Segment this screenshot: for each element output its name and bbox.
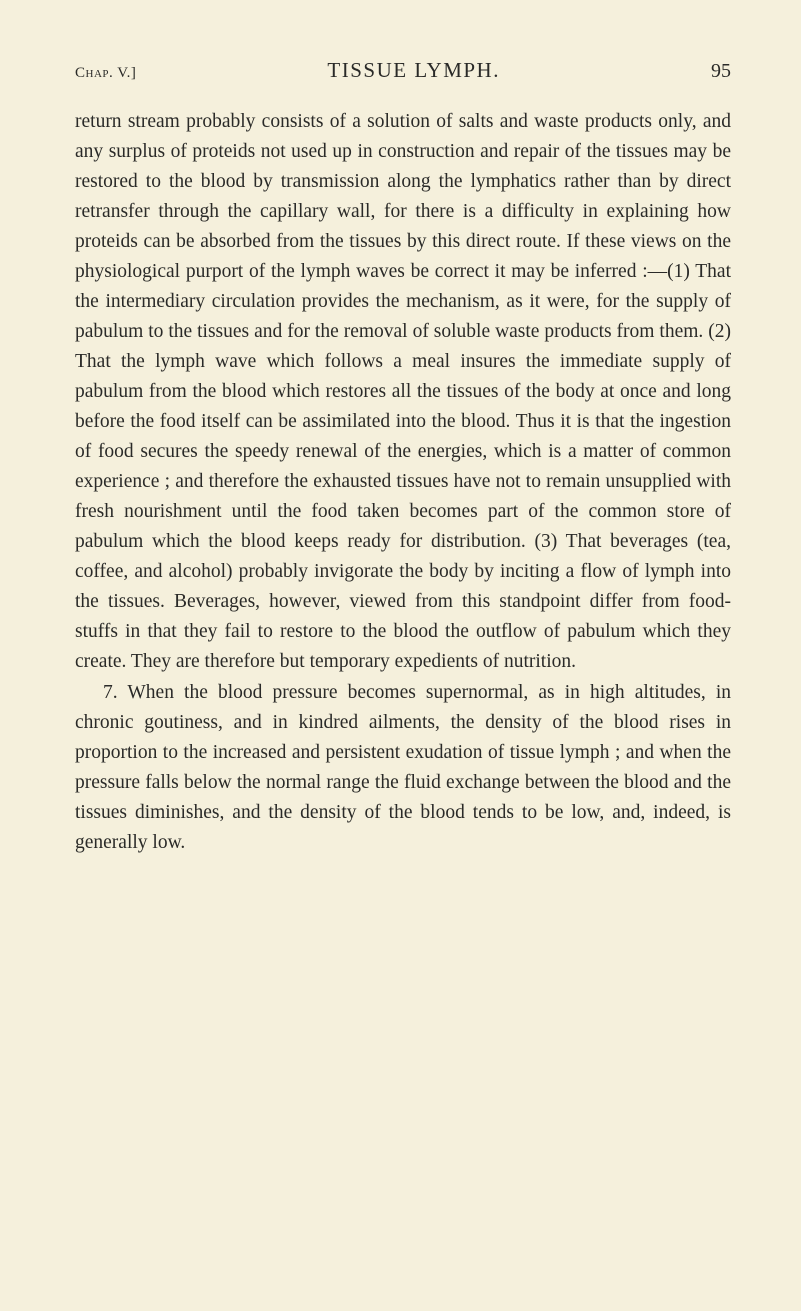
body-paragraph-2: 7. When the blood pressure becomes super…	[75, 678, 731, 858]
page-number: 95	[711, 60, 731, 83]
page-title: TISSUE LYMPH.	[116, 58, 711, 83]
page-header: Chap. V.] TISSUE LYMPH. 95	[75, 58, 731, 83]
body-paragraph-1: return stream probably consists of a sol…	[75, 107, 731, 677]
document-page: Chap. V.] TISSUE LYMPH. 95 return stream…	[0, 0, 801, 1311]
